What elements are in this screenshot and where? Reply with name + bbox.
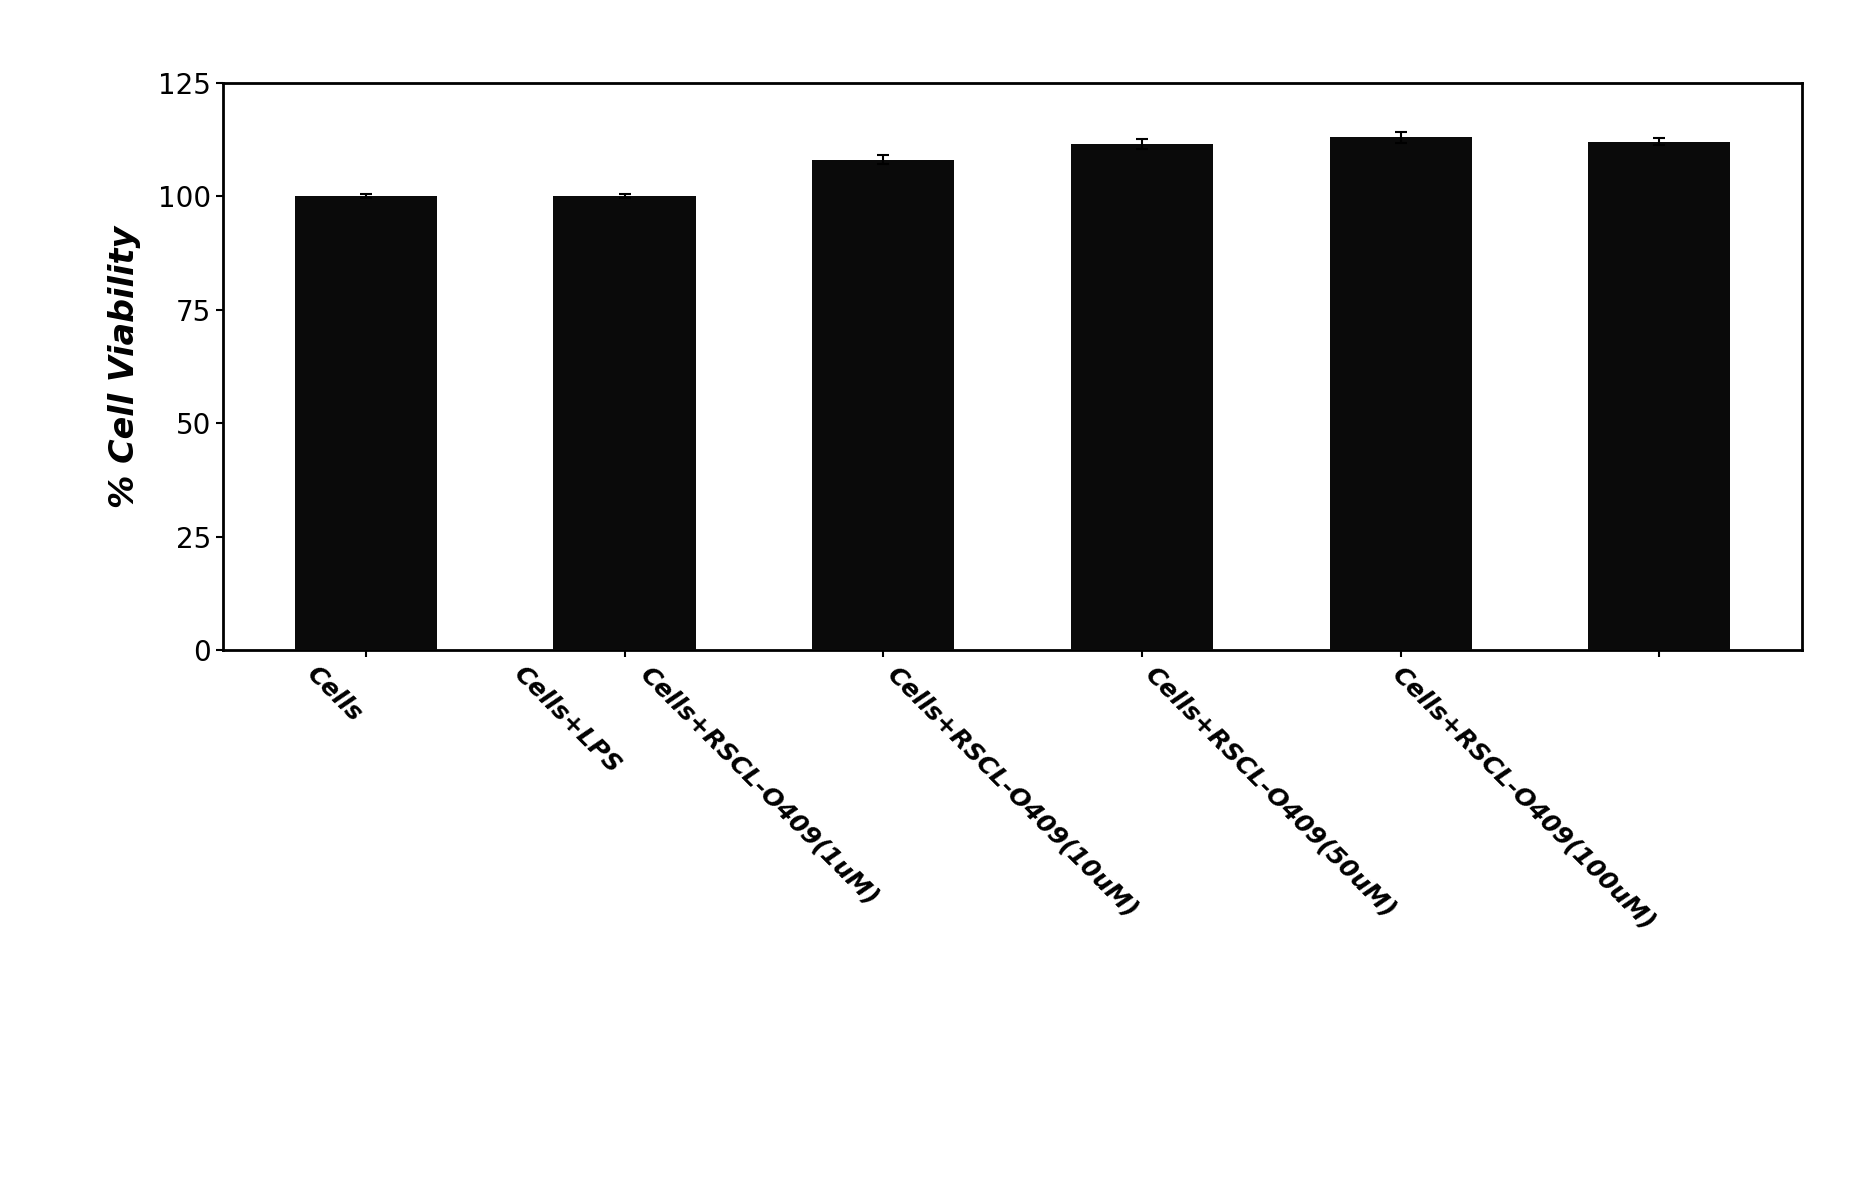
Y-axis label: % Cell Viability: % Cell Viability — [108, 226, 141, 507]
Bar — [1070, 144, 1213, 650]
Bar — [295, 196, 436, 650]
Bar — [553, 196, 695, 650]
Bar — [812, 160, 954, 650]
Bar — [1588, 142, 1729, 650]
Bar — [1330, 137, 1471, 650]
